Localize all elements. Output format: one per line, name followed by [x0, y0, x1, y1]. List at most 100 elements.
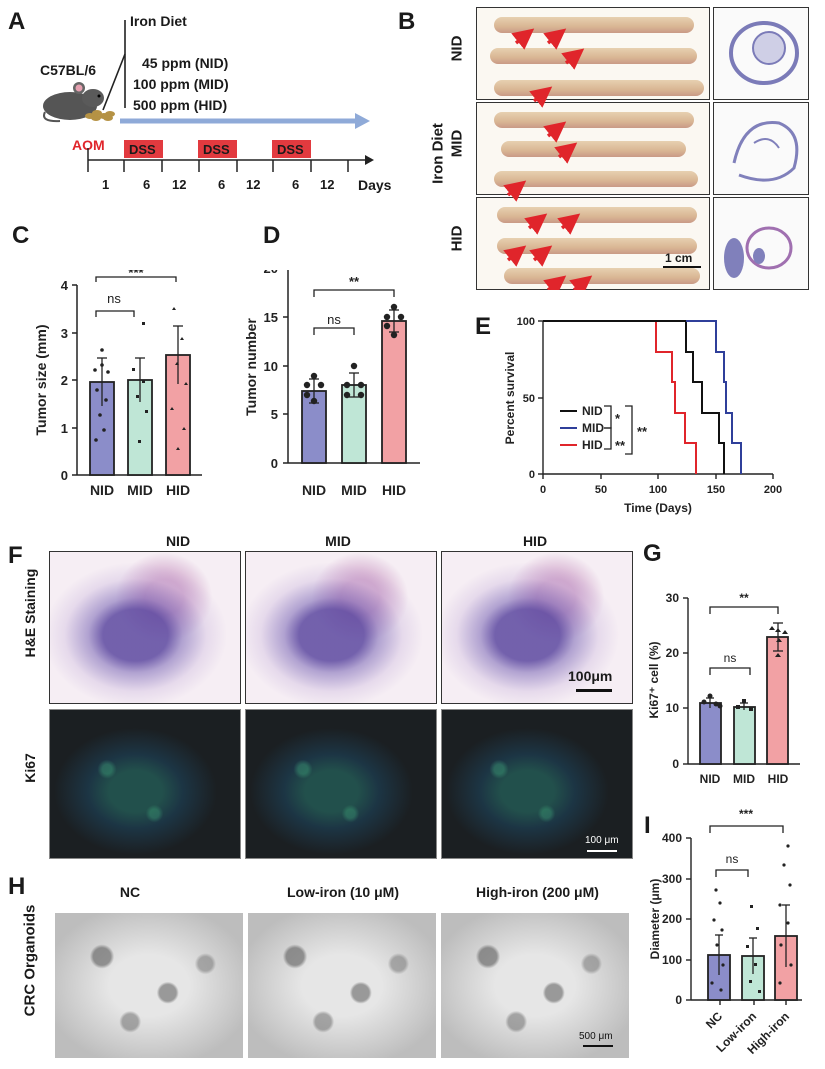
svg-text:3: 3	[61, 326, 68, 341]
ki67-image-mid	[245, 709, 437, 859]
row-label-he-staining: H&E Staining	[22, 568, 38, 658]
diet-hid: 500 ppm (HID)	[133, 97, 228, 113]
row-label-nid: NID	[448, 35, 466, 62]
svg-text:Time (Days): Time (Days)	[624, 501, 692, 515]
mouse-strain: C57BL/6	[40, 62, 97, 78]
panel-label-g: G	[643, 540, 662, 567]
svg-text:200: 200	[764, 484, 782, 496]
svg-text:5: 5	[271, 407, 278, 422]
svg-text:300: 300	[662, 872, 682, 886]
svg-text:ns: ns	[107, 291, 121, 306]
diet-title: Iron Diet	[130, 13, 187, 29]
svg-text:15: 15	[264, 310, 278, 325]
panel-label-a: A	[8, 8, 26, 35]
svg-text:0: 0	[271, 456, 278, 471]
histology-section-mid	[713, 102, 809, 195]
svg-text:100: 100	[662, 953, 682, 967]
colon-image-nid	[476, 7, 710, 100]
svg-text:30: 30	[666, 591, 680, 605]
histology-section-nid	[713, 7, 809, 100]
svg-text:MID: MID	[733, 772, 755, 786]
svg-text:***: ***	[739, 807, 753, 821]
svg-text:400: 400	[662, 831, 682, 845]
svg-text:4: 4	[61, 278, 69, 293]
organoid-image-low-iron	[248, 913, 436, 1058]
he-image-hid: 100μm	[441, 551, 633, 704]
tick-day-6c: 6	[292, 177, 300, 192]
row-label-hid: HID	[448, 225, 466, 252]
svg-text:**: **	[739, 591, 749, 605]
organoid-scale-bar-line	[583, 1045, 613, 1047]
svg-text:NID: NID	[700, 772, 721, 786]
svg-text:100: 100	[649, 484, 667, 496]
row-label-ki67: Ki67	[22, 753, 38, 783]
mouse-icon	[43, 82, 104, 123]
dss-block-1: DSS	[129, 142, 156, 157]
scale-bar-label: 1 cm	[665, 251, 693, 265]
svg-text:20: 20	[264, 270, 278, 276]
svg-text:Tumor size (mm): Tumor size (mm)	[33, 325, 49, 436]
svg-text:2: 2	[61, 373, 68, 388]
svg-text:NID: NID	[90, 482, 114, 498]
panel-label-b: B	[398, 8, 416, 35]
timeline-diagram	[43, 20, 374, 172]
svg-text:10: 10	[264, 359, 278, 374]
column-label-nc: NC	[119, 884, 141, 900]
svg-text:150: 150	[707, 484, 725, 496]
svg-text:Ki67⁺ cell (%): Ki67⁺ cell (%)	[647, 641, 661, 718]
aom-label: AOM	[72, 137, 105, 153]
svg-text:50: 50	[523, 393, 535, 405]
organoid-image-high-iron: 500 μm	[441, 913, 629, 1058]
column-label-mid: MID	[325, 533, 351, 549]
svg-text:HID: HID	[382, 482, 406, 498]
tick-day-6a: 6	[143, 177, 151, 192]
svg-text:0: 0	[529, 469, 535, 481]
svg-text:MID: MID	[582, 421, 604, 435]
tick-day-12c: 12	[320, 177, 335, 192]
svg-text:ns: ns	[726, 852, 739, 866]
he-image-nid	[49, 551, 241, 704]
chart-tumor-size: 4 3 2 1 0 ns *** NID MID HID Tumor size (mm)	[33, 270, 202, 498]
column-label-high-iron: High-iron (200 μM)	[476, 884, 599, 900]
svg-text:***: ***	[128, 270, 144, 280]
tumor-arrows	[503, 28, 593, 290]
dss-block-2: DSS	[203, 142, 230, 157]
organoid-scale-bar-label: 500 μm	[579, 1031, 613, 1042]
he-image-mid	[245, 551, 437, 704]
svg-text:50: 50	[595, 484, 607, 496]
svg-text:NID: NID	[302, 482, 326, 498]
svg-text:MID: MID	[341, 482, 367, 498]
tick-day-12b: 12	[246, 177, 261, 192]
he-scale-bar-line	[576, 689, 612, 692]
diet-nid: 45 ppm (NID)	[142, 55, 229, 71]
svg-text:20: 20	[666, 646, 680, 660]
svg-text:0: 0	[61, 468, 68, 483]
diet-mid: 100 ppm (MID)	[133, 76, 229, 92]
scale-bar-line	[663, 266, 701, 268]
iron-diet-axis-label: Iron Diet	[429, 123, 447, 184]
svg-text:Diameter (μm): Diameter (μm)	[648, 879, 662, 960]
svg-text:Tumor number: Tumor number	[243, 318, 259, 416]
svg-text:**: **	[349, 274, 360, 289]
svg-text:HID: HID	[768, 772, 789, 786]
column-label-nid: NID	[165, 533, 191, 549]
svg-text:200: 200	[662, 912, 682, 926]
he-scale-bar-label: 100μm	[568, 668, 613, 684]
column-label-hid: HID	[522, 533, 548, 549]
svg-text:100: 100	[517, 316, 535, 328]
svg-text:HID: HID	[166, 482, 190, 498]
svg-text:10: 10	[666, 701, 680, 715]
chart-tumor-number: 20 15 10 5 0 ns ** NID MID HID Tumor number	[243, 270, 420, 498]
panel-label-h: H	[8, 873, 26, 900]
svg-text:0: 0	[672, 757, 679, 771]
ki67-image-hid: 100 μm	[441, 709, 633, 859]
ki67-scale-bar-label: 100 μm	[585, 835, 619, 846]
tick-day-1: 1	[102, 177, 110, 192]
svg-text:HID: HID	[582, 438, 603, 452]
column-label-low-iron: Low-iron (10 μM)	[287, 884, 399, 900]
svg-text:Percent survival: Percent survival	[503, 352, 517, 445]
panel-label-e: E	[475, 313, 492, 340]
timeline-unit: Days	[358, 177, 392, 193]
chart-survival: 100 50 0 0 50 100 150 200 Time (Days) Percent …	[503, 316, 782, 515]
